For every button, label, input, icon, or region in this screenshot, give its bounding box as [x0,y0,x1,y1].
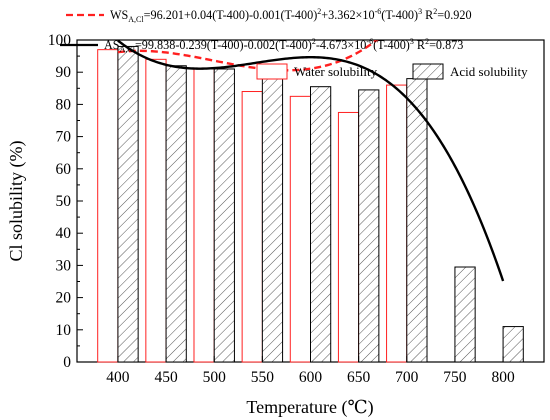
y-axis-title: Cl solubility (%) [6,140,27,261]
y-tick-label: 20 [56,290,72,307]
bar-water-450 [145,58,167,363]
x-tick-label: 750 [443,369,467,386]
y-tick-label: 90 [56,64,72,81]
as-fit-curve [117,40,505,282]
x-tick-label: 800 [491,369,515,386]
bar-acid-450 [165,65,187,363]
axis-layer: 0 10 20 30 40 50 60 70 80 90 100 400 450 500 550 600 650… [48,32,515,386]
bar-acid-600 [310,86,332,363]
y-tick-label: 50 [56,193,72,210]
bar-acid-700 [406,78,428,363]
x-axis-title: Temperature (℃) [246,397,373,418]
bar-acid-400 [117,45,139,363]
equation-ws-text: WSA,Cl=96.201+0.04(T-400)-0.001(T-400)2+… [110,7,472,24]
bar-acid-750 [454,266,476,363]
legend-label-water: Water solubility [294,64,378,79]
equation-as-text: ASA,Cl=99.838-0.239(T-400)-0.002(T-400)2… [104,37,463,54]
equation-as: ASA,Cl=99.838-0.239(T-400)-0.002(T-400)2… [60,37,463,54]
x-tick-label: 450 [154,369,178,386]
bar-water-400 [97,49,119,363]
bars-layer [97,45,524,363]
bar-water-500 [193,68,215,363]
legend-swatch-acid [412,63,444,80]
x-tick-label: 650 [347,369,371,386]
bar-acid-500 [213,68,235,363]
x-tick-label: 700 [395,369,419,386]
legend-label-acid: Acid solubility [450,64,528,79]
equation-ws: WSA,Cl=96.201+0.04(T-400)-0.001(T-400)2+… [66,7,472,24]
legend: Water solubility Acid solubility [256,63,528,80]
y-tick-label: 70 [56,129,72,146]
x-tick-label: 550 [251,369,275,386]
x-tick-label: 500 [203,369,227,386]
x-tick-label: 600 [299,369,323,386]
legend-swatch-water [256,63,288,80]
bar-water-650 [337,111,360,363]
x-tick-label: 400 [106,369,130,386]
y-tick-label: 80 [56,96,72,113]
y-tick-label: 30 [56,257,72,274]
bar-water-550 [241,91,263,363]
bar-water-600 [289,95,312,363]
y-tick-label: 40 [56,225,72,242]
y-tick-label: 100 [48,32,72,49]
y-tick-label: 60 [56,161,72,178]
y-tick-label: 0 [63,354,71,371]
y-tick-label: 10 [56,322,72,339]
bar-acid-550 [261,78,284,363]
bar-acid-650 [358,89,380,363]
bar-acid-800 [502,326,524,363]
bar-water-700 [386,84,408,363]
